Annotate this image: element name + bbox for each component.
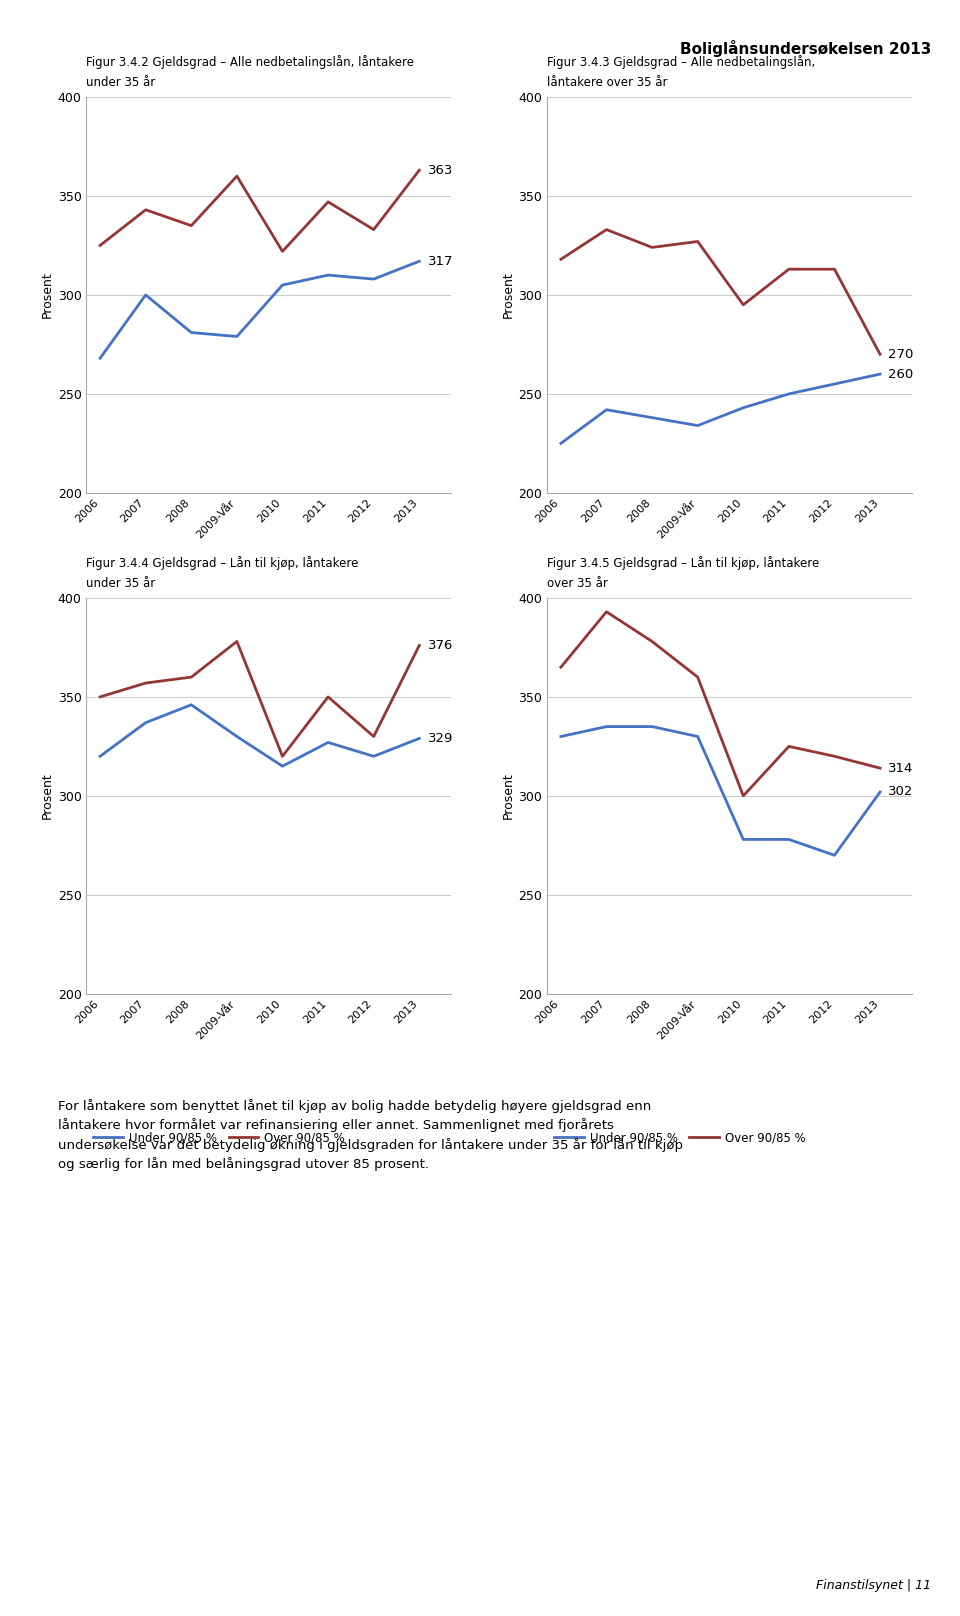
Text: låntakere over 35 år: låntakere over 35 år — [547, 76, 668, 89]
Y-axis label: Prosent: Prosent — [40, 772, 54, 819]
Text: over 35 år: over 35 år — [547, 577, 608, 590]
Text: 317: 317 — [427, 255, 453, 268]
Legend: Under 90/85 %, Over 90/85 %: Under 90/85 %, Over 90/85 % — [549, 625, 810, 648]
Text: Figur 3.4.4 Gjeldsgrad – Lån til kjøp, låntakere: Figur 3.4.4 Gjeldsgrad – Lån til kjøp, l… — [86, 556, 359, 570]
Text: 376: 376 — [427, 638, 453, 651]
Text: 270: 270 — [888, 347, 914, 360]
Text: under 35 år: under 35 år — [86, 577, 156, 590]
Text: 363: 363 — [427, 163, 453, 176]
Text: under 35 år: under 35 år — [86, 76, 156, 89]
Text: Figur 3.4.2 Gjeldsgrad – Alle nedbetalingslån, låntakere: Figur 3.4.2 Gjeldsgrad – Alle nedbetalin… — [86, 55, 415, 69]
Legend: Under 90/85 %, Over 90/85 %: Under 90/85 %, Over 90/85 % — [88, 625, 349, 648]
Text: Finanstilsynet | 11: Finanstilsynet | 11 — [816, 1579, 931, 1592]
Text: Boliglånsundersøkelsen 2013: Boliglånsundersøkelsen 2013 — [680, 40, 931, 58]
Legend: Under 90/85 %, Over 90/85 %: Under 90/85 %, Over 90/85 % — [549, 1126, 810, 1149]
Text: Figur 3.4.3 Gjeldsgrad – Alle nedbetalingslån,: Figur 3.4.3 Gjeldsgrad – Alle nedbetalin… — [547, 55, 815, 69]
Y-axis label: Prosent: Prosent — [501, 271, 515, 318]
Text: For låntakere som benyttet lånet til kjøp av bolig hadde betydelig høyere gjelds: For låntakere som benyttet lånet til kjø… — [58, 1099, 683, 1172]
Text: 329: 329 — [427, 732, 453, 745]
Text: Figur 3.4.5 Gjeldsgrad – Lån til kjøp, låntakere: Figur 3.4.5 Gjeldsgrad – Lån til kjøp, l… — [547, 556, 820, 570]
Text: 302: 302 — [888, 785, 914, 798]
Legend: Under 90/85 %, Over 90/85 %: Under 90/85 %, Over 90/85 % — [88, 1126, 349, 1149]
Text: 260: 260 — [888, 367, 914, 381]
Text: 314: 314 — [888, 761, 914, 774]
Y-axis label: Prosent: Prosent — [501, 772, 515, 819]
Y-axis label: Prosent: Prosent — [40, 271, 54, 318]
